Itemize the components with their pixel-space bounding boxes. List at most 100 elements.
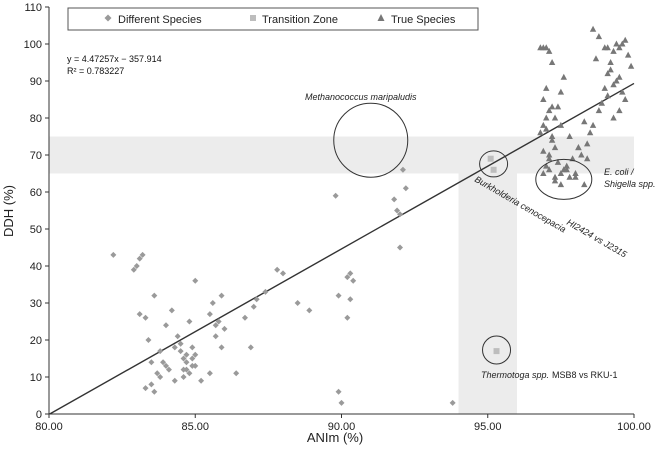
point-true-species — [622, 36, 629, 43]
point-different-species — [306, 307, 313, 314]
point-different-species — [218, 344, 225, 351]
point-different-species — [294, 300, 301, 306]
point-different-species — [148, 359, 155, 366]
point-true-species — [616, 73, 623, 80]
point-true-species — [543, 125, 550, 132]
trendline — [49, 82, 635, 415]
point-different-species — [215, 318, 222, 325]
highlight-bands — [49, 136, 634, 414]
point-different-species — [142, 314, 149, 321]
point-true-species — [537, 129, 544, 136]
point-different-species — [206, 370, 213, 377]
point-true-species — [584, 155, 591, 162]
point-true-species — [548, 133, 556, 139]
point-true-species — [557, 88, 565, 95]
tick-labels: 80.00 85.00 90.00 95.00 100.00 0 10 20 30 40 50 60 7… — [24, 2, 651, 433]
point-different-species — [180, 355, 187, 362]
point-true-species — [554, 158, 562, 165]
point-different-species — [136, 311, 143, 318]
point-true-species — [619, 88, 626, 95]
y-axis-title: DDH (%) — [1, 185, 16, 237]
point-different-species — [136, 255, 143, 262]
band-vertical — [458, 173, 517, 414]
circle-methanococcus — [333, 102, 409, 178]
circle-thermotoga — [482, 335, 512, 365]
point-different-species — [130, 266, 137, 273]
point-true-species — [551, 144, 559, 151]
point-true-species — [557, 121, 565, 128]
y-tick-label: 80 — [30, 113, 42, 125]
point-different-species — [157, 374, 164, 380]
y-tick-label: 100 — [24, 39, 42, 51]
trendline-group — [49, 82, 635, 415]
point-different-species — [347, 296, 354, 303]
point-different-species — [174, 333, 181, 340]
point-true-species — [566, 133, 573, 139]
y-tick-label: 10 — [30, 372, 42, 384]
circle-burkholderia — [479, 150, 509, 178]
point-true-species — [540, 121, 547, 128]
point-different-species — [151, 388, 158, 395]
point-different-species — [160, 359, 167, 366]
point-true-species — [563, 166, 570, 173]
axes — [45, 6, 635, 418]
y-tick-label: 70 — [30, 150, 42, 162]
x-tick-label: 80.00 — [35, 421, 63, 433]
point-true-species — [584, 140, 591, 147]
point-true-species — [604, 92, 611, 99]
point-different-species — [394, 207, 401, 214]
annotation-burkholderia-strains: HI2424 vs J2315 — [565, 217, 629, 260]
point-true-species — [540, 147, 547, 154]
point-true-species — [572, 173, 579, 180]
point-different-species — [344, 314, 351, 321]
point-different-species — [347, 270, 354, 277]
point-true-species — [589, 25, 597, 32]
legend-marker-triangle — [377, 14, 385, 21]
x-tick-label: 85.00 — [181, 421, 209, 433]
x-axis-title: ANIm (%) — [307, 430, 363, 445]
point-true-species — [616, 107, 623, 114]
point-different-species — [192, 351, 199, 358]
point-true-species — [551, 114, 559, 121]
point-different-species — [151, 292, 158, 299]
point-true-species — [548, 59, 556, 65]
point-true-species — [575, 144, 582, 151]
point-different-species — [171, 377, 178, 384]
point-different-species — [206, 311, 213, 318]
point-true-species — [604, 44, 611, 51]
point-different-species — [209, 300, 216, 306]
point-different-species — [233, 370, 240, 377]
point-true-species — [595, 107, 603, 114]
point-different-species — [397, 244, 403, 251]
legend-label-different-species: Different Species — [118, 14, 202, 26]
point-different-species — [168, 307, 175, 314]
point-true-species — [572, 170, 579, 176]
point-true-species — [560, 73, 567, 80]
point-true-species — [578, 151, 585, 158]
y-tick-label: 40 — [30, 261, 42, 273]
y-tick-label: 90 — [30, 76, 42, 88]
point-true-species — [624, 51, 632, 58]
point-true-species — [543, 114, 550, 121]
y-tick-label: 110 — [24, 2, 42, 14]
point-true-species — [610, 114, 617, 121]
point-true-species — [557, 170, 565, 176]
point-true-species — [545, 155, 553, 162]
annotation-thermotoga: Thermotoga spp. — [481, 370, 549, 380]
point-different-species — [350, 277, 357, 284]
point-true-species — [598, 99, 606, 106]
point-different-species — [344, 274, 351, 281]
y-tick-label: 20 — [30, 335, 42, 347]
point-true-species — [595, 33, 603, 40]
circle-ecoli-shigella — [535, 158, 593, 200]
legend-marker-diamond — [104, 14, 112, 22]
point-true-species — [543, 162, 550, 169]
point-different-species — [142, 385, 149, 392]
point-true-species — [610, 47, 617, 54]
point-true-species — [554, 103, 562, 110]
point-true-species — [586, 129, 594, 136]
legend-label-transition-zone: Transition Zone — [262, 14, 338, 26]
point-different-species — [157, 348, 164, 355]
annotation-ecoli: E. coli / — [604, 167, 635, 177]
annotation-shigella: Shigella spp. — [604, 179, 655, 189]
